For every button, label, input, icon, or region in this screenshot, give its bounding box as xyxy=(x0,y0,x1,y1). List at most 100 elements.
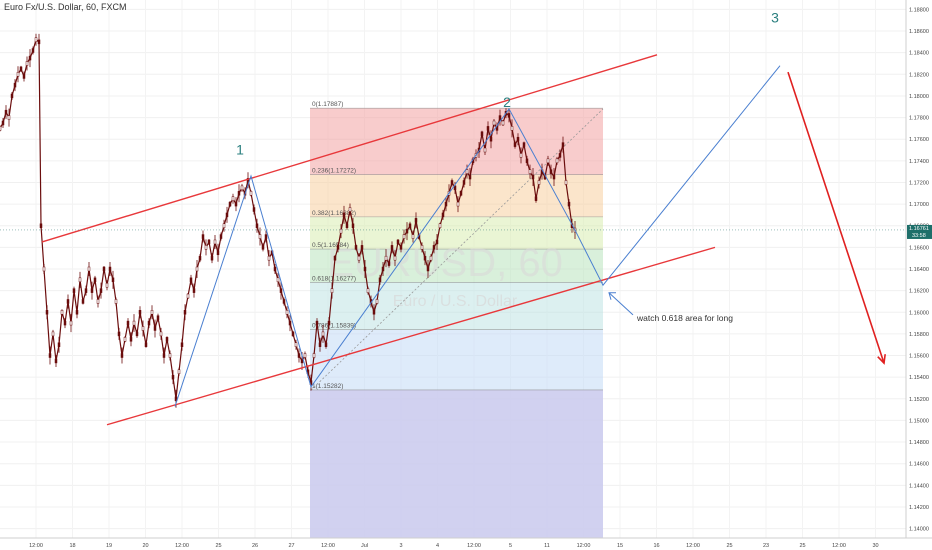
candle-body xyxy=(264,234,268,239)
candle-body xyxy=(57,342,61,347)
channel-lower-line[interactable] xyxy=(106,246,716,426)
fib-level-label: 0(1.17887) xyxy=(312,101,343,108)
candle-body xyxy=(177,369,181,375)
candle-body xyxy=(519,153,523,158)
candle-body xyxy=(141,326,145,331)
time-tick-label: 25 xyxy=(799,543,805,549)
wave-projection-path[interactable] xyxy=(174,65,781,407)
fib-zone xyxy=(310,329,603,390)
candle-body xyxy=(4,109,8,115)
price-tick-label: 1.15000 xyxy=(909,418,929,424)
price-tick-label: 1.18600 xyxy=(909,29,929,35)
time-tick-label: 19 xyxy=(106,543,112,549)
candle-body xyxy=(93,277,97,283)
candle-body xyxy=(300,358,304,364)
time-tick-label: 12:00 xyxy=(832,543,846,549)
candle-body xyxy=(363,266,367,272)
candle-body xyxy=(498,115,502,120)
price-tick-label: 1.18200 xyxy=(909,72,929,78)
candle-body xyxy=(282,299,286,304)
candle-body xyxy=(66,299,70,304)
candle-body xyxy=(150,310,154,315)
candle-body xyxy=(252,207,256,212)
price-tick-label: 1.16200 xyxy=(909,289,929,295)
candle-body xyxy=(501,120,505,126)
candle-body xyxy=(459,191,463,196)
candle-body xyxy=(75,310,79,315)
candle-body xyxy=(276,277,280,283)
wave-label-2: 2 xyxy=(503,94,511,110)
candle-body xyxy=(69,320,73,326)
candle-body xyxy=(129,337,133,342)
candle-body xyxy=(450,180,454,185)
candle-body xyxy=(279,288,283,293)
candle-body xyxy=(381,266,385,272)
candle-body xyxy=(531,174,535,180)
forecast-arrow-line[interactable] xyxy=(787,71,885,364)
candle-body xyxy=(399,245,403,250)
price-tick-label: 1.15800 xyxy=(909,332,929,338)
price-tick-label: 1.15400 xyxy=(909,375,929,381)
price-tick-label: 1.16400 xyxy=(909,267,929,273)
candle-body xyxy=(345,223,349,228)
time-tick-label: 25 xyxy=(215,543,221,549)
time-tick-label: 4 xyxy=(436,543,439,549)
candle-body xyxy=(210,255,214,261)
price-tick-label: 1.17600 xyxy=(909,137,929,143)
candle-body xyxy=(534,196,538,201)
candle-body xyxy=(396,239,400,245)
candle-body xyxy=(96,299,100,304)
candle-body xyxy=(204,245,208,250)
candle-body xyxy=(492,120,496,126)
time-tick-label: 12:00 xyxy=(577,543,591,549)
candle-body xyxy=(237,191,241,196)
channel-upper-line[interactable] xyxy=(41,54,658,243)
fib-level-label: 0.5(1.16584) xyxy=(312,242,349,249)
candle-body xyxy=(81,299,85,304)
candle-body xyxy=(558,153,562,158)
candle-body xyxy=(546,158,550,164)
candle-body xyxy=(102,266,106,272)
candle-body xyxy=(267,255,271,261)
candle-body xyxy=(258,234,262,239)
candle-body xyxy=(19,66,23,72)
price-tick-label: 1.17200 xyxy=(909,180,929,186)
candle-body xyxy=(318,342,322,347)
candle-body xyxy=(48,353,52,358)
price-tick-label: 1.14600 xyxy=(909,462,929,468)
candle-body xyxy=(339,228,343,234)
last-price-label: 1.16761 xyxy=(909,226,929,232)
annotation-arrow-line xyxy=(608,292,634,316)
candle-body xyxy=(354,245,358,250)
fib-level-label: 0.786(1.15839) xyxy=(312,323,356,330)
candle-body xyxy=(312,353,316,358)
candle-body xyxy=(333,255,337,261)
candle-body xyxy=(489,136,493,142)
candle-body xyxy=(147,320,151,326)
candle-body xyxy=(516,136,520,142)
candle-body xyxy=(132,320,136,326)
candle-body xyxy=(375,299,379,304)
candle-body xyxy=(255,223,259,228)
candle-body xyxy=(432,245,436,250)
candle-body xyxy=(561,142,565,147)
candle-body xyxy=(22,74,26,79)
candle-body xyxy=(555,158,559,164)
candle-body xyxy=(468,174,472,180)
candle-body xyxy=(285,310,289,315)
price-tick-label: 1.14800 xyxy=(909,440,929,446)
candle-body xyxy=(37,39,41,45)
price-tick-label: 1.18400 xyxy=(909,51,929,57)
candle-body xyxy=(192,288,196,293)
candle-body xyxy=(522,142,526,147)
candle-body xyxy=(84,288,88,293)
candle-body xyxy=(462,180,466,185)
candle-body xyxy=(552,174,556,180)
candle-body xyxy=(513,142,517,147)
price-tick-label: 1.14400 xyxy=(909,483,929,489)
candle-body xyxy=(123,337,127,342)
candle-body xyxy=(342,212,346,218)
time-tick-label: 5 xyxy=(509,543,512,549)
